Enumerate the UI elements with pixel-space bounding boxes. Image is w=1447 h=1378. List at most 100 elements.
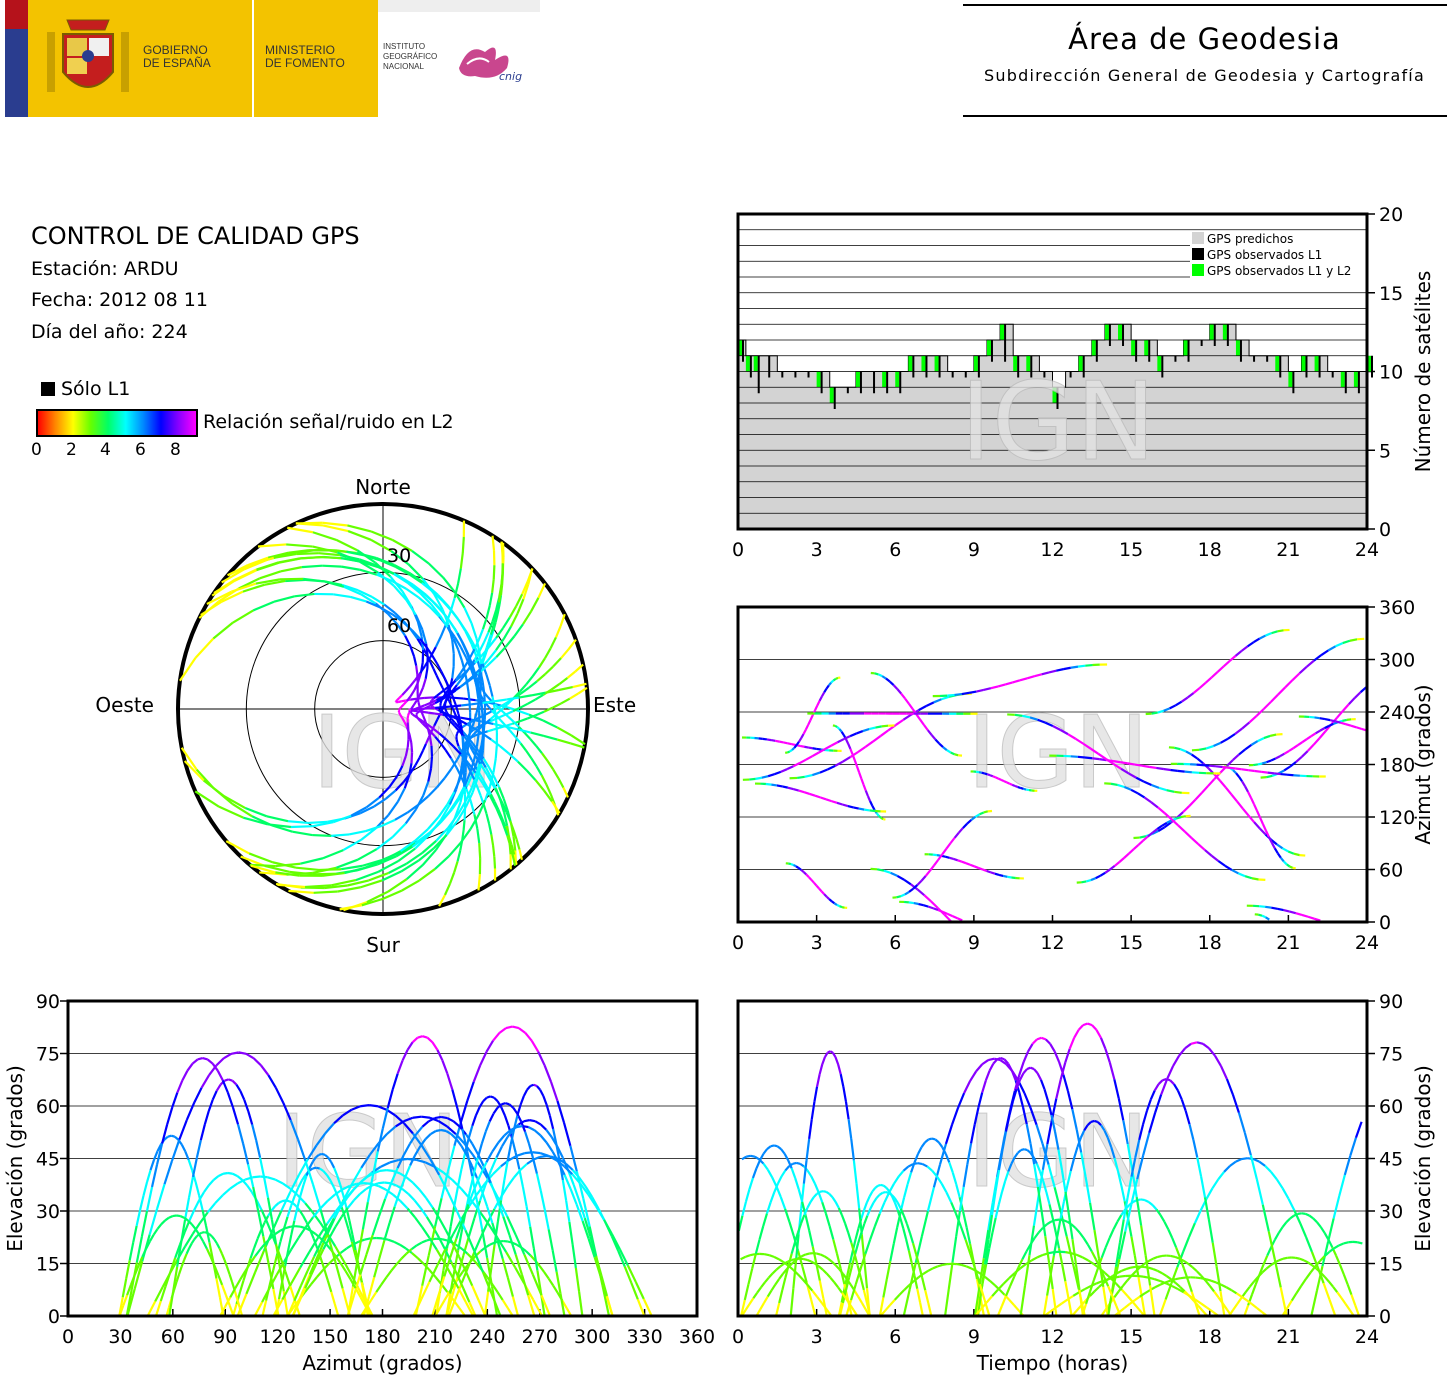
azimuth-track-segment [1250,740,1259,746]
sky-track-segment [358,560,379,574]
azimuth-track-segment [1219,780,1227,789]
elevation-time-segment [1067,1214,1074,1240]
legend-swatch [1192,248,1204,260]
elevation-time-segment [816,1296,823,1304]
sky-track-segment [507,715,515,723]
sky-track-segment [501,803,508,813]
sky-track-segment [465,631,474,643]
elevation-time-segment [1319,1226,1326,1234]
sky-track-segment [443,768,453,779]
sky-track-segment [480,722,487,729]
x-tick-label: 3 [811,932,823,954]
elevation-time-segment [928,1137,933,1141]
sky-track-segment [484,766,493,778]
elevation-time-segment [1338,1242,1344,1247]
legend-label: GPS observados L1 [1207,248,1322,262]
elevation-time-segment [790,1167,797,1179]
sky-track-segment [435,674,441,683]
sky-track-segment [401,755,407,767]
y-tick-label: 5 [1379,440,1391,462]
series-l1l2-mark [895,371,900,388]
sky-track-segment [509,730,517,738]
azimuth-track-segment [1090,877,1097,882]
sky-track-segment [294,592,315,598]
azimuth-track-segment [1235,772,1240,778]
sky-track-segment [411,629,421,640]
sky-track-segment [491,845,496,858]
series-l1-mark [846,387,849,394]
series-l1l2-mark [1118,324,1123,340]
elevation-time-segment [1166,1275,1172,1281]
series-l1-mark [1056,387,1059,409]
elevation-time-segment [1229,1160,1237,1167]
sky-track-segment [487,696,492,702]
elevation-time-segment [866,1208,872,1217]
sky-track-segment [542,719,558,729]
azimuth-track-segment [998,873,1004,878]
series-l1-mark [1069,371,1072,378]
elevation-time-segment [1285,1217,1292,1223]
elevation-time-segment [1067,1298,1073,1317]
series-l1l2-mark [1275,355,1280,372]
sky-track-segment [418,750,424,759]
sky-track-segment [488,685,494,697]
sky-track-segment [451,639,455,654]
series-l1l2-mark [1314,355,1319,372]
elevation-time-segment [803,1257,808,1262]
sky-track-segment [439,742,447,751]
elevation-time-segment [1051,1288,1058,1317]
azimuth-track-segment [1273,847,1279,854]
sky-track-segment [504,635,516,648]
elevation-time-segment [1140,1198,1145,1202]
elevation-time-segment [778,1273,784,1280]
elevation-time-segment [1104,1048,1111,1064]
sky-track-segment [454,674,463,682]
sky-track-segment [324,580,345,588]
elevation-time-segment [1217,1171,1226,1180]
elevation-time-segment [1064,1048,1071,1064]
elevation-time-segment [774,1302,781,1317]
sky-track-segment [414,828,429,842]
elevation-time-segment [926,1187,935,1212]
sky-track-segment [461,723,467,728]
sky-track-segment [415,694,421,702]
series-l1-mark [886,371,889,394]
sky-track-segment [567,639,577,650]
sky-track-segment [388,775,398,788]
elevation-time-segment [1030,1066,1035,1071]
elevation-time-segment [1022,1068,1028,1074]
series-l1-mark [781,371,784,378]
sky-track-segment [406,695,412,702]
elevation-time-segment [934,1138,940,1144]
sky-track-segment [419,662,424,674]
sky-track-segment [401,717,406,723]
y-tick-label: 45 [1379,1149,1403,1171]
elevation-time-segment [1118,1307,1126,1313]
azimuth-track-segment [789,749,793,753]
sky-track-segment [523,731,532,740]
sky-track-segment [482,768,489,776]
sky-track-segment [379,606,394,616]
sky-track-segment [493,787,500,797]
elevation-time-segment [1036,1072,1042,1081]
elevation-time-segment [1205,1278,1212,1282]
sky-track-segment [396,624,407,637]
y-axis-label: Elevación (grados) [1411,1065,1435,1252]
elevation-time-segment [741,1155,747,1161]
elevation-time-segment [1328,1299,1337,1317]
elevation-time-segment [1208,1285,1215,1293]
sky-track-segment [450,757,458,768]
azimuth-track-segment [830,679,835,684]
series-l1-mark [925,355,928,378]
sky-track-segment [461,703,472,707]
elevation-time-segment [1299,1257,1305,1262]
azimuth-track-segment [1232,753,1240,761]
elevation-time-segment [878,1202,886,1215]
sky-track-segment [465,744,470,756]
elevation-time-segment [837,1063,842,1075]
elevation-time-segment [1246,1299,1253,1305]
sky-track-segment [286,543,313,548]
series-l1l2-mark [1013,355,1018,372]
elevation-time-segment [780,1148,786,1155]
elevation-time-segment [1170,1278,1176,1282]
